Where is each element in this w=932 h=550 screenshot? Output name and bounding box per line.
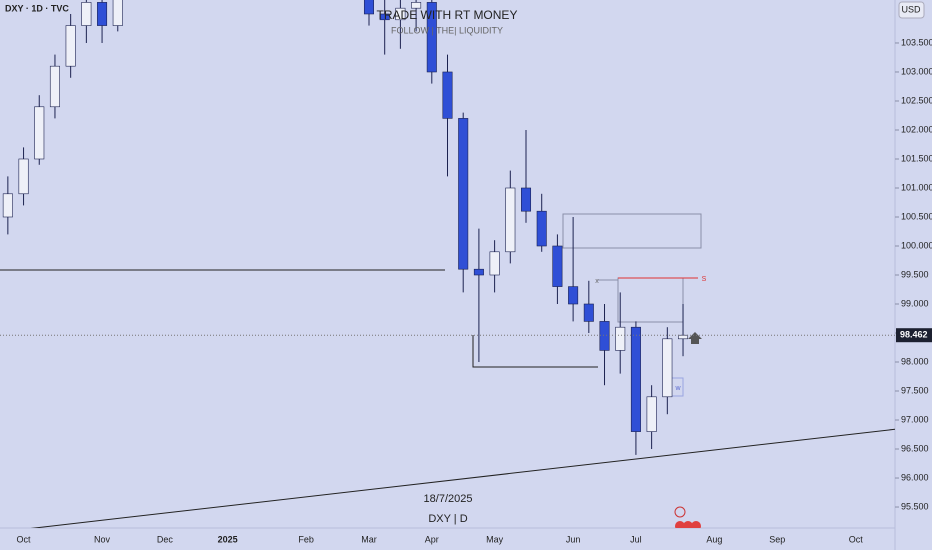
event-icon [675, 521, 685, 528]
y-tick-label: 99.500 [901, 269, 929, 279]
x-tick-label: Dec [157, 534, 174, 544]
candle-body [411, 2, 422, 9]
candle-body [505, 187, 516, 253]
x-tick-label: Feb [298, 534, 314, 544]
plot-area [0, 0, 895, 528]
y-tick-label: 101.000 [901, 182, 932, 192]
candle-body [49, 65, 60, 108]
x-tick-label: May [486, 534, 504, 544]
candle-body [34, 106, 45, 160]
zone-box [562, 213, 702, 249]
y-tick-label: 102.000 [901, 124, 932, 134]
candle-body [489, 251, 500, 276]
candle-body [662, 338, 673, 398]
candle-body [81, 2, 92, 26]
candle-body [615, 326, 626, 351]
candle-body [552, 245, 563, 287]
y-tick-label: 100.000 [901, 240, 932, 250]
watermark-subtitle: FOLLOW | THE| LIQUIDITY [391, 25, 503, 35]
y-tick-label: 100.500 [901, 211, 932, 221]
last-price-box [896, 328, 932, 343]
candle-body [473, 268, 484, 276]
x-tick-label: Apr [425, 534, 439, 544]
event-icon [674, 506, 686, 518]
annotation: x [595, 278, 599, 285]
x-tick-label: Nov [94, 534, 111, 544]
y-tick-label: 97.500 [901, 385, 929, 395]
candle-body [583, 303, 594, 322]
y-tick-label: 98.000 [901, 356, 929, 366]
y-tick-label: 102.500 [901, 95, 932, 105]
chart-title: DXY · 1D · TVC [5, 3, 69, 13]
x-tick-label: Mar [361, 534, 377, 544]
last-price-label: 98.462 [900, 330, 928, 340]
candle-body [646, 396, 657, 432]
candle-body [599, 321, 610, 351]
candle-body [395, 7, 406, 21]
x-tick-label: Oct [849, 534, 864, 544]
y-tick-label: 97.000 [901, 414, 929, 424]
event-icon [683, 521, 693, 528]
x-tick-label: Jun [566, 534, 581, 544]
candle-body [568, 286, 579, 305]
currency-box[interactable] [898, 1, 925, 19]
currency-label[interactable]: USD [901, 4, 921, 14]
x-tick-label: Jul [630, 534, 642, 544]
candle-body [363, 0, 375, 15]
x-tick-label: 2025 [218, 534, 238, 544]
candle-body [65, 25, 76, 67]
x-tick-label: Sep [769, 534, 785, 544]
symbol-note: DXY | D [428, 513, 467, 525]
candle-body [2, 193, 13, 218]
y-tick-label: 95.500 [901, 501, 929, 511]
watermark: TRADE WITH RT MONEY [377, 8, 518, 22]
candle-body [379, 13, 390, 21]
date-note: 18/7/2025 [424, 493, 473, 505]
y-tick-label: 103.500 [901, 37, 932, 47]
candle-body [442, 71, 453, 119]
arrow-up [688, 332, 702, 344]
candle-body [630, 326, 641, 432]
x-tick-label: Aug [706, 534, 722, 544]
candle-body [520, 187, 532, 212]
range-box [472, 335, 598, 368]
annotation: w [674, 385, 681, 392]
annotation: S [702, 276, 707, 283]
candle-body [536, 210, 547, 247]
y-tick-label: 99.000 [901, 298, 929, 308]
candle-body [678, 334, 689, 340]
y-tick-label: 103.000 [901, 66, 932, 76]
candle-body [18, 158, 29, 195]
trend-line [30, 428, 895, 528]
candle-body [112, 0, 123, 26]
y-tick-label: 96.000 [901, 472, 929, 482]
event-icon [691, 521, 701, 528]
candle-body [458, 118, 469, 270]
candle-body [97, 2, 108, 26]
y-tick-label: 101.500 [901, 153, 932, 163]
y-tick-label: 96.500 [901, 443, 929, 453]
x-tick-label: Oct [17, 534, 32, 544]
candle-body [426, 2, 437, 73]
